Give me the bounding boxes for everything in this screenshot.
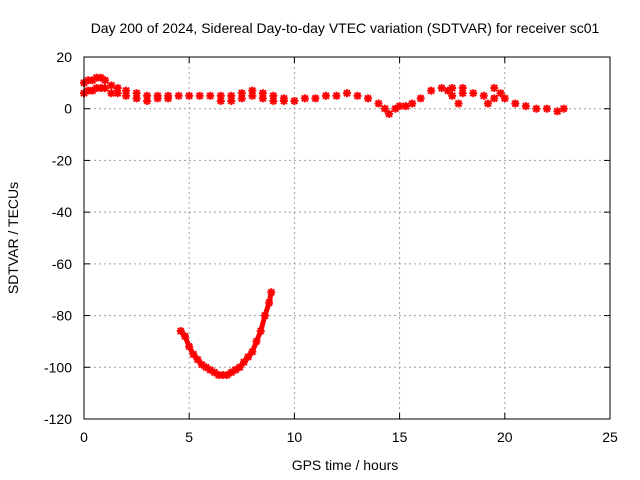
data-point	[374, 99, 383, 108]
data-point	[265, 298, 274, 307]
data-point	[248, 347, 257, 356]
data-point	[454, 99, 463, 108]
data-point	[107, 81, 116, 90]
data-point	[532, 104, 541, 113]
data-point	[401, 102, 410, 111]
data-point	[559, 104, 568, 113]
y-tick-label: -100	[44, 359, 72, 375]
data-point	[290, 96, 299, 105]
plot-frame	[83, 56, 611, 420]
data-point	[500, 94, 509, 103]
data-point	[321, 91, 330, 100]
data-point	[483, 99, 492, 108]
data-point	[437, 84, 446, 93]
data-point	[185, 91, 194, 100]
x-axis-label: GPS time / hours	[292, 457, 399, 473]
data-point	[153, 94, 162, 103]
data-point	[244, 352, 253, 361]
grid	[84, 57, 610, 419]
chart-title: Day 200 of 2024, Sidereal Day-to-day VTE…	[91, 20, 600, 36]
data-point	[101, 84, 110, 93]
x-tick-label: 10	[287, 429, 303, 445]
data-point	[180, 332, 189, 341]
data-point	[343, 89, 351, 98]
data-point	[458, 84, 467, 93]
data-point	[164, 94, 173, 103]
y-tick-label: -60	[52, 256, 72, 272]
y-axis-label: SDTVAR / TECUs	[5, 182, 21, 294]
data-point	[132, 94, 141, 103]
data-point	[258, 94, 267, 103]
y-tick-label: -80	[52, 308, 72, 324]
data-point	[122, 91, 131, 100]
y-tick-label: -120	[44, 411, 72, 427]
x-tick-label: 0	[80, 429, 88, 445]
data-point	[143, 96, 152, 105]
data-point	[364, 94, 373, 103]
data-point	[216, 96, 225, 105]
data-point	[353, 91, 362, 100]
data-point	[427, 86, 436, 95]
data-point	[553, 107, 562, 116]
data-point	[408, 99, 417, 108]
x-tick-label: 20	[497, 429, 513, 445]
data-point	[479, 91, 488, 100]
data-point	[227, 96, 236, 105]
data-point	[206, 91, 215, 100]
data-point	[416, 94, 425, 103]
y-tick-label: -40	[52, 204, 72, 220]
y-tick-label: 20	[56, 49, 72, 65]
data-point	[279, 96, 288, 105]
data-point	[385, 109, 394, 118]
data-point	[469, 89, 478, 98]
data-point	[490, 94, 499, 103]
data-point	[448, 84, 457, 93]
data-point	[542, 104, 551, 113]
data-point	[101, 76, 110, 85]
x-tick-label: 15	[392, 429, 408, 445]
data-point	[490, 84, 499, 93]
data-point	[496, 89, 505, 98]
data-point	[511, 99, 520, 108]
data-point	[448, 91, 457, 100]
data-point	[300, 94, 309, 103]
data-point	[267, 288, 276, 297]
data-point	[185, 342, 194, 351]
data-layer	[80, 73, 568, 380]
data-point	[174, 91, 183, 100]
y-tick-label: -20	[52, 152, 72, 168]
data-point	[256, 327, 265, 336]
x-tick-label: 25	[602, 429, 618, 445]
data-point	[195, 91, 204, 100]
data-point	[252, 337, 261, 346]
y-tick-label: 0	[64, 101, 72, 117]
ticks: 0 5 10 15 20 25 20 0 -20 -40 -60 -80 -100 -120	[44, 49, 618, 445]
data-point	[223, 371, 232, 380]
data-point	[113, 89, 122, 98]
data-point	[332, 91, 341, 100]
data-point	[311, 94, 320, 103]
data-point	[260, 311, 269, 320]
data-point	[521, 102, 530, 111]
data-point	[269, 96, 278, 105]
data-point	[237, 94, 246, 103]
x-tick-label: 5	[185, 429, 193, 445]
data-point	[248, 91, 257, 100]
